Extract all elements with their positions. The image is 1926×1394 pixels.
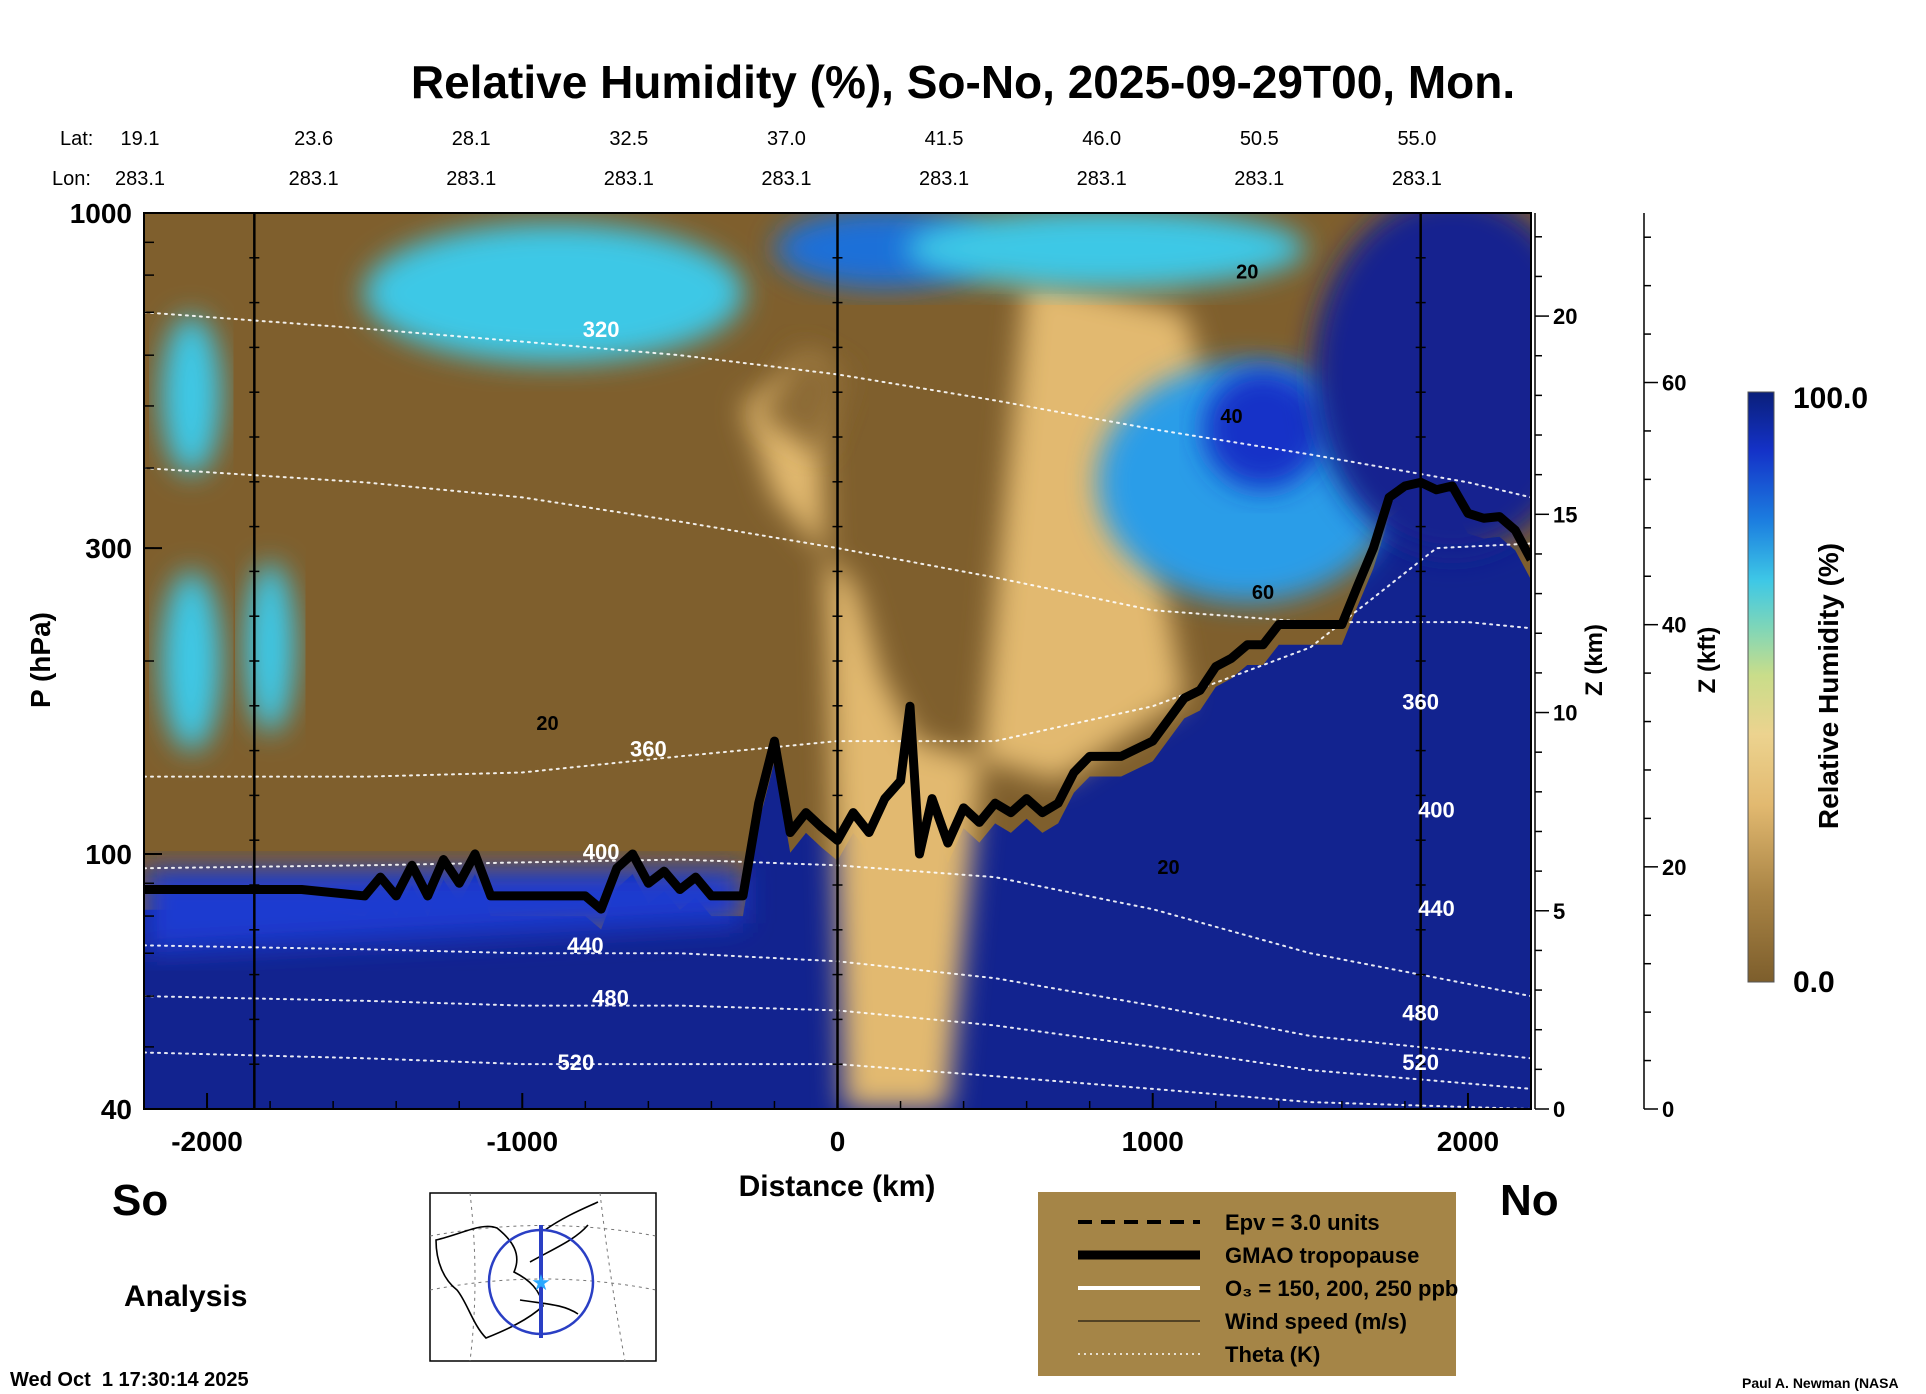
lat-lon-row: 19.1 283.1 23.6 283.1 28.1 283.1 32.5 283.1 37.0… [115, 128, 1442, 190]
legend-label: O₃ = 150, 200, 250 ppb [1225, 1276, 1458, 1301]
legend-label: Theta (K) [1225, 1342, 1320, 1367]
lon-value: 283.1 [604, 168, 654, 190]
locator-center-star-icon: ★ [531, 1271, 551, 1296]
lat-value: 50.5 [1240, 128, 1279, 150]
distance-tick-label: 2000 [1437, 1126, 1499, 1157]
lon-value: 283.1 [1234, 168, 1284, 190]
legend-label: GMAO tropopause [1225, 1243, 1419, 1268]
credit: Paul A. Newman (NASA [1742, 1375, 1899, 1391]
y-axis-label: P (hPa) [25, 612, 56, 708]
lon-value: 283.1 [446, 168, 496, 190]
z-kft-tick-label: 40 [1662, 613, 1686, 638]
lon-value: 283.1 [289, 168, 339, 190]
locator-map: ★ [429, 1192, 657, 1362]
lat-value: 37.0 [767, 128, 806, 150]
pressure-tick-label: 300 [85, 533, 132, 564]
distance-tick-label: -2000 [171, 1126, 243, 1157]
tropopause-line [144, 477, 1531, 914]
north-label: No [1500, 1176, 1559, 1225]
theta-label: 440 [567, 933, 604, 958]
chart-title: Relative Humidity (%), So-No, 2025-09-29… [411, 56, 1515, 108]
lat-value: 41.5 [925, 128, 964, 150]
z-kft-tick-label: 20 [1662, 855, 1686, 880]
lon-value: 283.1 [919, 168, 969, 190]
theta-label: 320 [583, 317, 620, 342]
lon-label: Lon: [52, 168, 91, 190]
x-axis-label: Distance (km) [739, 1170, 936, 1203]
theta-label-right: 400 [1418, 797, 1455, 822]
pressure-tick-label: 1000 [70, 198, 132, 229]
lon-value: 283.1 [115, 168, 165, 190]
lon-value: 283.1 [1392, 168, 1442, 190]
wind-labels: 20 20 60 40 20 [536, 262, 1274, 880]
distance-axis: -2000 -1000 0 1000 2000 [143, 1093, 1532, 1157]
z-km-tick-label: 15 [1553, 502, 1577, 527]
colorbar: 100.0 0.0 Relative Humidity (%) [1747, 382, 1868, 999]
lat-value: 28.1 [452, 128, 491, 150]
pressure-axis: 40 100 300 1000 [70, 198, 162, 1125]
pressure-tick-label: 100 [85, 839, 132, 870]
pressure-tick-label: 40 [101, 1094, 132, 1125]
wind-speed-label: 20 [536, 713, 558, 735]
theta-label-right: 360 [1402, 690, 1439, 715]
moist-surface-north [905, 213, 1306, 289]
wind-speed-label: 40 [1220, 406, 1242, 428]
z-km-tick-label: 5 [1553, 899, 1565, 924]
z-km-tick-label: 10 [1553, 701, 1577, 726]
wind-speed-label: 20 [1236, 262, 1258, 284]
theta-label: 400 [583, 840, 620, 865]
humidity-field [144, 213, 1531, 1109]
theta-label: 360 [630, 736, 667, 761]
lat-label: Lat: [60, 128, 93, 150]
moist-far-north [1312, 213, 1531, 555]
moist-column-2 [245, 562, 296, 733]
lon-value: 283.1 [1077, 168, 1127, 190]
theta-label-right: 440 [1418, 896, 1455, 921]
lat-value: 55.0 [1397, 128, 1436, 150]
moist-column-3 [161, 315, 222, 476]
z-km-label: Z (km) [1581, 624, 1608, 696]
wind-speed-label: 60 [1252, 582, 1274, 604]
analysis-label: Analysis [124, 1280, 247, 1313]
distance-tick-label: -1000 [486, 1126, 558, 1157]
troposphere-moist-region [144, 502, 1531, 1109]
theta-label-right: 480 [1402, 1000, 1439, 1025]
south-label: So [112, 1176, 168, 1225]
timestamp: Wed Oct 1 17:30:14 2025 [10, 1369, 249, 1391]
distance-tick-label: 1000 [1122, 1126, 1184, 1157]
theta-line [144, 542, 1531, 778]
z-kft-label: Z (kft) [1694, 627, 1721, 694]
theta-line [144, 311, 1531, 499]
z-kft-tick-label: 0 [1662, 1097, 1674, 1122]
colorbar-min: 0.0 [1793, 966, 1835, 999]
lat-value: 46.0 [1082, 128, 1121, 150]
theta-labels: 320 360 400 440 480 520 520 480 440 400 360 [558, 317, 1455, 1075]
legend-label: Wind speed (m/s) [1225, 1309, 1407, 1334]
legend: Epv = 3.0 units GMAO tropopause O₃ = 150, … [1038, 1192, 1458, 1376]
z-kft-tick-label: 60 [1662, 371, 1686, 396]
z-km-tick-label: 20 [1553, 304, 1577, 329]
theta-line [144, 467, 1531, 630]
colorbar-label: Relative Humidity (%) [1813, 543, 1844, 829]
wind-speed-label: 20 [1157, 857, 1179, 879]
plot-area: 320 360 400 440 480 520 520 480 440 400 360 20 20 60… [143, 212, 1532, 1110]
lat-value: 23.6 [294, 128, 333, 150]
moist-lower-south [363, 223, 744, 364]
z-kft-axis: 0 20 40 60 [1643, 213, 1686, 1122]
legend-label: Epv = 3.0 units [1225, 1210, 1380, 1235]
theta-label: 520 [558, 1050, 595, 1075]
distance-tick-label: 0 [830, 1126, 846, 1157]
moist-core-inner [1203, 369, 1324, 490]
colorbar-max: 100.0 [1793, 382, 1868, 415]
theta-label: 480 [592, 986, 629, 1011]
z-km-axis: 0 5 10 15 20 [1534, 213, 1577, 1122]
lat-value: 32.5 [609, 128, 648, 150]
z-km-tick-label: 0 [1553, 1097, 1565, 1122]
lat-value: 19.1 [121, 128, 160, 150]
moist-column-1 [161, 571, 222, 751]
lon-value: 283.1 [761, 168, 811, 190]
colorbar-scale [1747, 391, 1775, 983]
theta-label-right: 520 [1402, 1050, 1439, 1075]
